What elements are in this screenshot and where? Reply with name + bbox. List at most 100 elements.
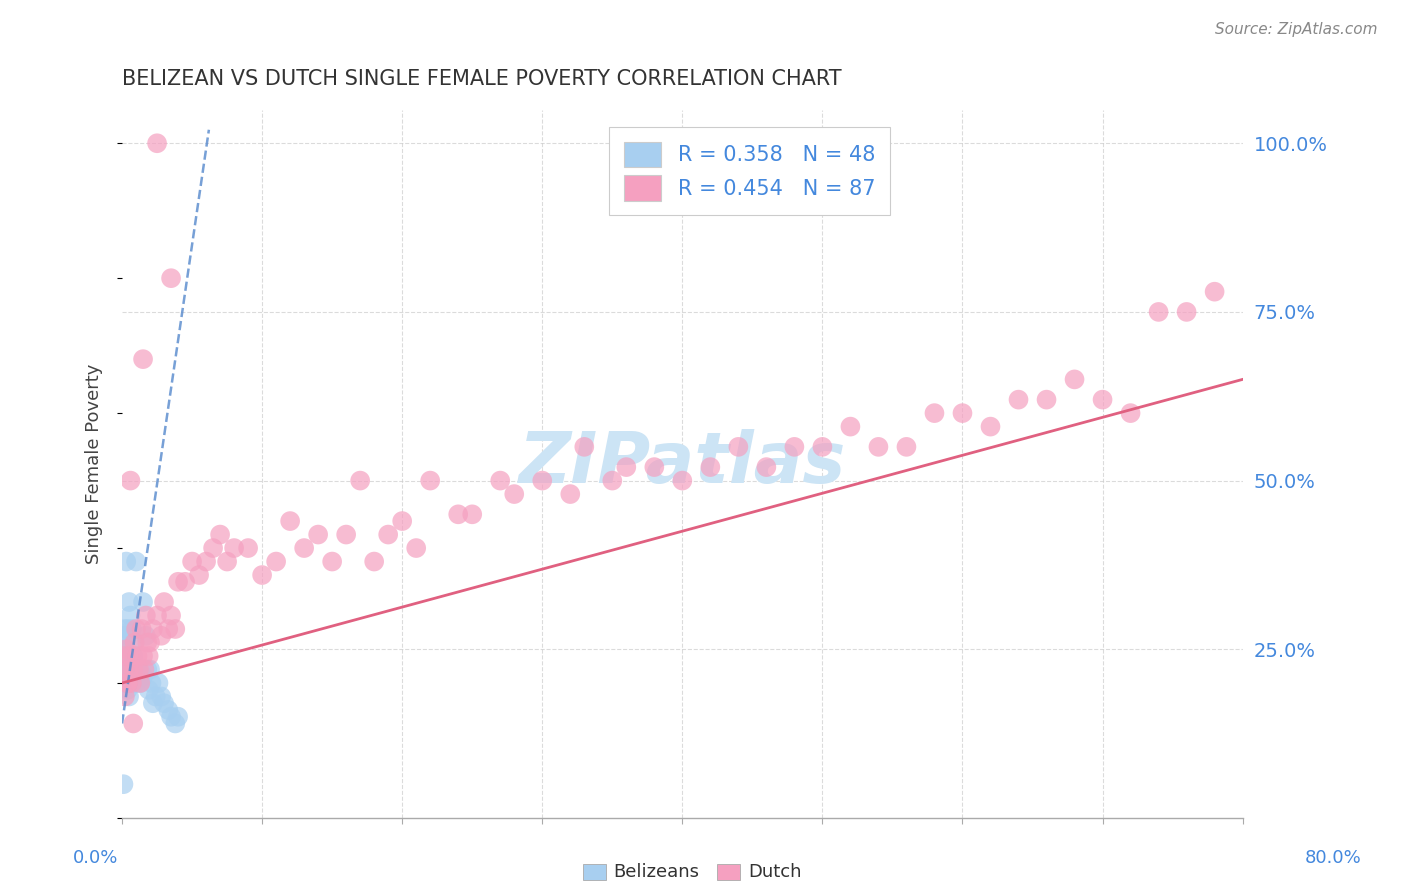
Point: [125, 555, 148, 569]
Point: [811, 440, 834, 454]
Point: [224, 541, 246, 555]
Point: [188, 568, 211, 582]
Point: [1119, 406, 1142, 420]
Point: [138, 682, 160, 697]
Point: [117, 676, 139, 690]
Text: Dutch: Dutch: [748, 863, 801, 881]
Point: [574, 440, 596, 454]
Point: [839, 419, 862, 434]
Point: [121, 669, 143, 683]
Point: [120, 474, 142, 488]
Text: 80.0%: 80.0%: [1305, 849, 1361, 867]
Point: [153, 696, 176, 710]
Point: [643, 460, 665, 475]
Point: [120, 663, 142, 677]
Point: [115, 663, 138, 677]
Point: [560, 487, 582, 501]
Point: [114, 622, 136, 636]
Point: [1091, 392, 1114, 407]
Point: [461, 508, 484, 522]
Point: [114, 648, 136, 663]
Text: 0.0%: 0.0%: [73, 849, 118, 867]
Point: [292, 541, 315, 555]
Point: [121, 622, 143, 636]
Point: [614, 460, 637, 475]
Point: [1007, 392, 1029, 407]
Text: Belizeans: Belizeans: [613, 863, 699, 881]
Point: [209, 527, 232, 541]
Point: [157, 703, 180, 717]
Point: [117, 682, 139, 697]
Point: [114, 629, 136, 643]
Point: [165, 622, 187, 636]
Point: [114, 676, 136, 690]
Point: [129, 676, 152, 690]
Point: [124, 635, 146, 649]
Point: [489, 474, 512, 488]
Point: [1063, 372, 1085, 386]
Point: [727, 440, 749, 454]
Point: [217, 555, 239, 569]
Text: Source: ZipAtlas.com: Source: ZipAtlas.com: [1215, 22, 1378, 37]
Point: [128, 663, 150, 677]
Point: [146, 608, 169, 623]
Point: [1175, 305, 1198, 319]
Point: [1147, 305, 1170, 319]
Point: [114, 642, 136, 657]
Point: [117, 669, 139, 683]
Point: [121, 676, 143, 690]
Point: [120, 648, 142, 663]
Point: [129, 676, 152, 690]
Point: [112, 642, 135, 657]
Point: [136, 663, 159, 677]
Point: [671, 474, 693, 488]
Point: [307, 527, 329, 541]
Point: [419, 474, 441, 488]
Point: [128, 663, 150, 677]
Point: [405, 541, 427, 555]
Point: [148, 676, 170, 690]
Point: [160, 608, 183, 623]
Point: [112, 663, 135, 677]
Point: [924, 406, 946, 420]
Point: [868, 440, 890, 454]
Point: [122, 648, 145, 663]
Point: [135, 608, 157, 623]
Point: [160, 710, 183, 724]
Point: [118, 595, 141, 609]
Point: [118, 676, 141, 690]
Point: [134, 663, 156, 677]
Point: [146, 136, 169, 151]
Point: [120, 608, 142, 623]
Point: [278, 514, 301, 528]
Point: [136, 635, 159, 649]
Point: [112, 635, 135, 649]
Point: [531, 474, 554, 488]
Point: [112, 663, 135, 677]
Point: [127, 648, 149, 663]
Point: [174, 574, 197, 589]
Point: [138, 648, 160, 663]
Point: [114, 648, 136, 663]
Point: [132, 595, 155, 609]
Point: [124, 635, 146, 649]
Point: [165, 716, 187, 731]
Point: [150, 629, 173, 643]
Point: [335, 527, 357, 541]
Point: [127, 663, 149, 677]
Point: [115, 555, 138, 569]
Point: [112, 648, 135, 663]
Point: [117, 622, 139, 636]
Point: [896, 440, 918, 454]
Point: [699, 460, 721, 475]
Point: [131, 622, 153, 636]
Point: [157, 622, 180, 636]
Point: [321, 555, 343, 569]
Point: [1204, 285, 1226, 299]
Point: [125, 622, 148, 636]
Legend: R = 0.358   N = 48, R = 0.454   N = 87: R = 0.358 N = 48, R = 0.454 N = 87: [609, 127, 890, 215]
Point: [114, 690, 136, 704]
Point: [181, 555, 204, 569]
Point: [952, 406, 974, 420]
Point: [979, 419, 1001, 434]
